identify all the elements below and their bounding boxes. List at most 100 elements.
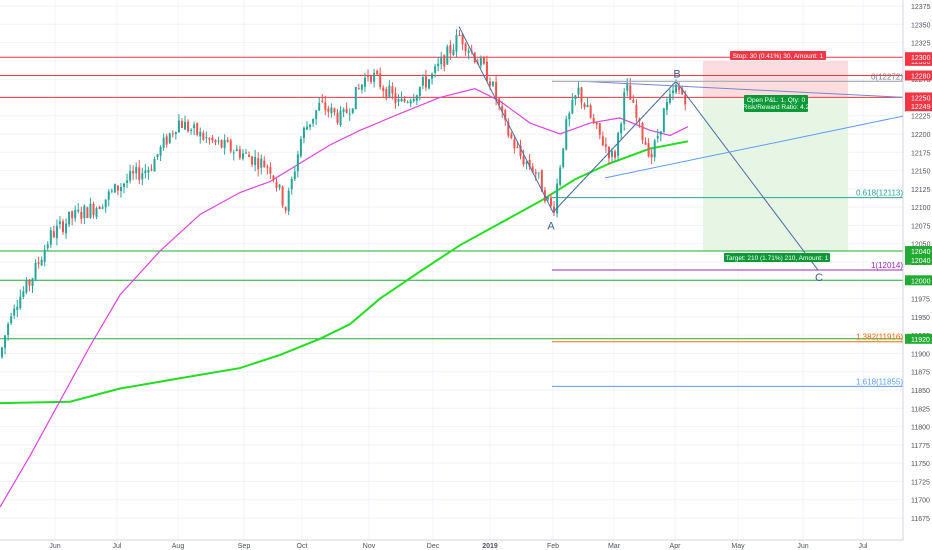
candle-up — [89, 203, 92, 218]
price-axis[interactable]: 12375 12350 12325 12300 12275 12250 12225 12200… — [902, 0, 932, 550]
candle-up — [434, 66, 437, 73]
candle-up — [113, 184, 116, 193]
candle-up — [245, 152, 247, 154]
candle-down — [482, 57, 485, 64]
candle-down — [513, 139, 516, 149]
candle-up — [168, 133, 171, 143]
candle-down — [180, 121, 183, 128]
candle-down — [269, 167, 272, 174]
candle-down — [251, 156, 254, 165]
stop-label: Stop: 30 (0.41%) 30, Amount: 1 — [733, 53, 824, 60]
candle-down — [531, 166, 534, 173]
candle-up — [611, 151, 613, 157]
price-tick-label: 12125 — [911, 187, 931, 194]
candle-down — [385, 89, 388, 99]
pnl-label: Open P&L: 1, Qty: 0 — [747, 97, 806, 104]
candle-up — [107, 191, 110, 200]
candle-down — [443, 55, 446, 67]
candle-up — [119, 186, 122, 192]
price-tick-label: 11900 — [911, 351, 930, 358]
candle-up — [184, 121, 186, 130]
price-badge-label: 12300 — [911, 59, 931, 66]
trade-labels: Stop: 30 (0.41%) 30, Amount: 1 Target: 21… — [724, 51, 830, 262]
candle-down — [678, 86, 681, 90]
candle-down — [614, 151, 617, 158]
candle-down — [507, 122, 510, 136]
candle-up — [415, 95, 418, 101]
candle-up — [31, 278, 34, 287]
fib-level-label: 0.618(12113) — [856, 189, 903, 198]
candle-up — [546, 196, 549, 200]
candle-up — [492, 82, 495, 86]
time-tick-label: Jul — [113, 543, 122, 550]
price-tick-label: 11975 — [911, 297, 930, 304]
candle-up — [126, 180, 129, 183]
candle-up — [556, 183, 559, 214]
candle-up — [653, 140, 656, 158]
candle-up — [559, 167, 562, 185]
price-tick-label: 11825 — [911, 406, 930, 413]
price-badge — [905, 246, 932, 257]
candle-up — [330, 107, 333, 114]
candle-up — [455, 34, 458, 52]
time-tick-label: Mar — [608, 543, 621, 550]
candle-up — [467, 50, 470, 53]
price-badge-label: 11920 — [911, 337, 930, 344]
candle-down — [458, 35, 461, 37]
candle-up — [312, 118, 315, 124]
time-tick-label: Dec — [427, 543, 440, 550]
candle-up — [397, 99, 400, 102]
price-tick-label: 12100 — [911, 205, 931, 212]
time-tick-label: Aug — [172, 543, 185, 550]
candle-down — [266, 166, 269, 168]
fib-level-label: 1.618(11855) — [856, 377, 903, 386]
candle-down — [681, 88, 684, 95]
candle-up — [40, 259, 43, 266]
candle-up — [25, 280, 28, 293]
candle-up — [235, 149, 238, 152]
candle-up — [254, 156, 257, 165]
candle-up — [162, 137, 165, 148]
candle-up — [174, 131, 177, 135]
candle-up — [360, 84, 363, 90]
candle-up — [104, 199, 107, 208]
candle-up — [342, 109, 345, 112]
candle-down — [650, 153, 653, 158]
price-badge-label: 12249 — [911, 104, 931, 111]
candle-down — [257, 158, 260, 170]
candle-up — [19, 296, 22, 309]
price-badge — [905, 70, 932, 81]
candle-up — [77, 209, 80, 212]
candle-down — [138, 167, 141, 181]
candle-up — [571, 99, 574, 114]
candle-down — [71, 211, 74, 219]
time-tick-label: Sep — [238, 543, 251, 550]
candle-up — [49, 230, 52, 245]
candle-up — [568, 113, 571, 120]
candle-down — [379, 73, 382, 88]
candle-down — [208, 138, 211, 140]
time-tick-label: May — [731, 543, 745, 550]
candle-down — [345, 108, 348, 113]
moving-average-short — [0, 88, 689, 508]
time-tick-label: Feb — [547, 543, 559, 550]
price-badge-label: 12000 — [911, 278, 931, 285]
time-axis[interactable]: Jun Jul Aug Sep Oct Nov Dec 2019 Feb Mar Apr May Jun… — [0, 539, 932, 550]
candle-down — [321, 100, 324, 102]
candle-down — [214, 140, 217, 143]
candle-up — [318, 102, 321, 111]
candle-up — [586, 105, 589, 108]
candle-down — [647, 143, 650, 156]
time-tick-label: Oct — [297, 543, 308, 550]
candle-down — [229, 140, 232, 152]
candle-down — [150, 169, 153, 171]
candle-up — [348, 113, 351, 115]
candle-up — [525, 161, 528, 164]
triangle-upper-line — [582, 80, 906, 98]
moving-average-long — [0, 140, 689, 405]
candle-down — [28, 280, 31, 286]
candle-up — [22, 291, 25, 297]
candle-up — [354, 87, 357, 110]
candle-up — [95, 208, 98, 217]
